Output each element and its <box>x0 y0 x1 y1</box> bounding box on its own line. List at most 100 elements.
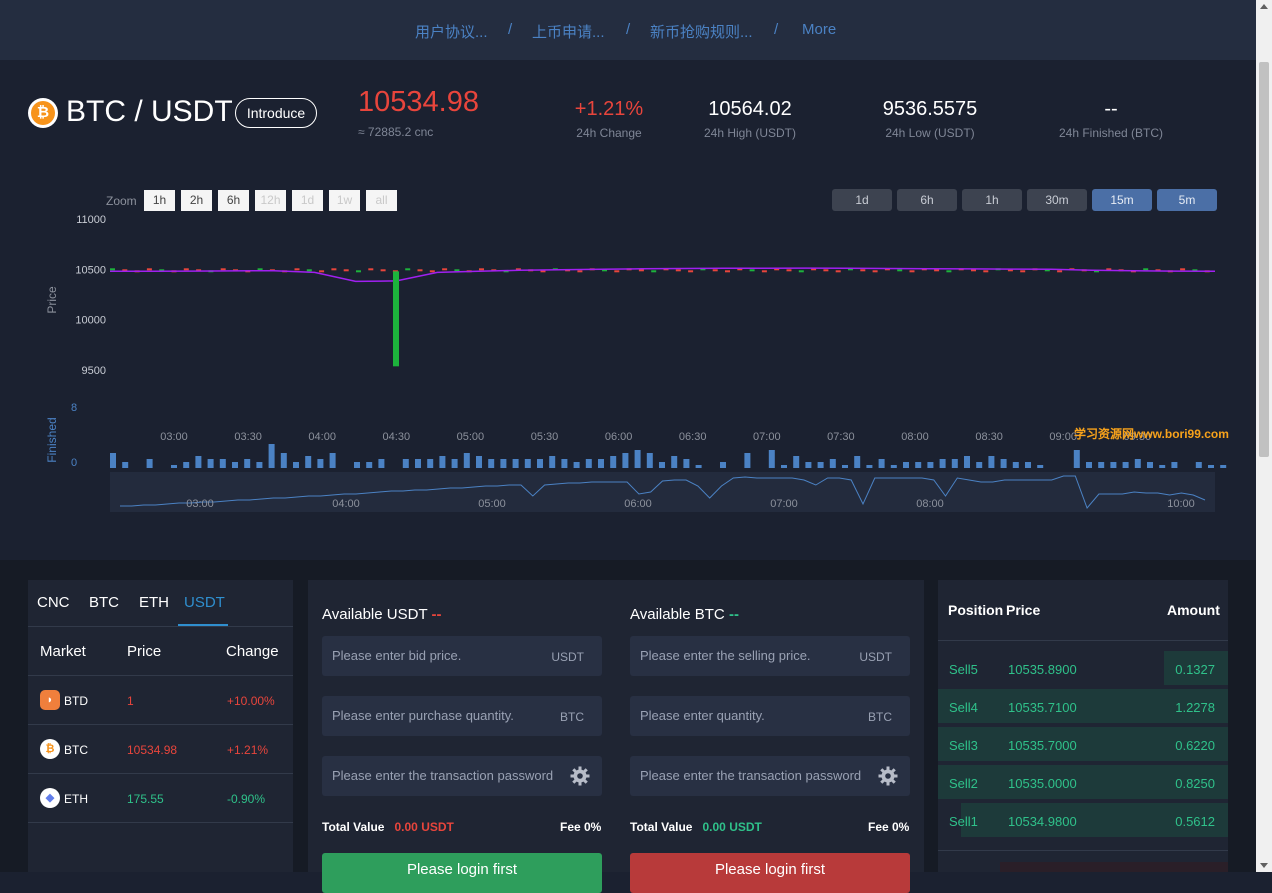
sell-quantity-unit: BTC <box>868 710 892 724</box>
y-axis: 11000 10500 10000 9500 <box>75 214 106 377</box>
sell-price-input[interactable]: Please enter the selling price. USDT <box>630 636 910 676</box>
zoom-2h-button[interactable]: 2h <box>181 190 212 211</box>
market-row-name[interactable]: ETH <box>64 792 88 806</box>
candle <box>577 270 583 273</box>
period-30m-button[interactable]: 30m <box>1027 189 1087 211</box>
nav-link-more[interactable]: More <box>802 21 837 38</box>
period-5m-button[interactable]: 5m <box>1157 189 1217 211</box>
page-scrollbar[interactable] <box>1256 0 1272 872</box>
bid-price-input[interactable]: Please enter bid price. USDT <box>322 636 602 676</box>
x-tick-label: 06:30 <box>679 431 707 443</box>
candle <box>651 270 657 273</box>
navigator[interactable] <box>110 472 1215 512</box>
sell-total: Total Value 0.00 USDT <box>630 820 762 834</box>
scroll-up-icon[interactable] <box>1260 4 1268 9</box>
x-axis: 03:00 03:30 04:00 04:30 05:00 05:30 06:00 06:30… <box>160 431 1151 443</box>
introduce-button[interactable]: Introduce <box>235 98 317 128</box>
orderbook-row[interactable]: Sell1 10534.9800 0.5612 <box>938 803 1228 837</box>
orderbook-row[interactable]: Sell2 10535.0000 0.8250 <box>938 765 1228 799</box>
candle <box>725 270 730 273</box>
sell-available-label: Available BTC <box>630 606 725 623</box>
zoom-6h-button[interactable]: 6h <box>218 190 249 211</box>
volume-bar <box>1037 465 1044 468</box>
candle <box>368 268 374 271</box>
period-1h-button[interactable]: 1h <box>962 189 1022 211</box>
nav-link-new-coin-rules[interactable]: 新币抢购规则... <box>650 24 753 41</box>
volume-bar <box>146 459 153 468</box>
price-line <box>110 267 1216 283</box>
market-row-name[interactable]: BTD <box>64 694 88 708</box>
volume-bar <box>951 459 958 468</box>
navigator-tick-label: 08:00 <box>916 498 944 510</box>
x-tick-label: 05:00 <box>457 431 485 443</box>
candle <box>220 268 226 271</box>
tab-cnc[interactable]: CNC <box>37 594 70 611</box>
volume-bars <box>110 444 1227 468</box>
volume-bar <box>439 456 446 468</box>
price-chart[interactable]: 11000 10500 10000 9500 Price Finished 8 0 0… <box>0 210 1256 520</box>
candle <box>356 270 361 273</box>
x-tick-label: 04:30 <box>383 431 411 443</box>
zoom-1d-button[interactable]: 1d <box>292 190 323 211</box>
volume-axis-label: Finished <box>45 417 59 462</box>
zoom-all-button[interactable]: all <box>366 190 397 211</box>
volume-bar <box>927 462 934 468</box>
buy-available-label: Available USDT <box>322 606 428 623</box>
volume-bar <box>939 459 946 468</box>
scrollbar-thumb[interactable] <box>1259 62 1269 457</box>
y-tick-label: 10500 <box>75 264 106 276</box>
period-1d-button[interactable]: 1d <box>832 189 892 211</box>
orderbook-row[interactable]: Sell4 10535.7100 1.2278 <box>938 689 1228 723</box>
tab-btc[interactable]: BTC <box>89 594 119 611</box>
orderbook-row[interactable]: Sell3 10535.7000 0.6220 <box>938 727 1228 761</box>
top-nav: 用户协议... / 上币申请... / 新币抢购规则... / More <box>0 0 1256 60</box>
gear-icon[interactable] <box>570 766 590 786</box>
nav-link-listing-application[interactable]: 上币申请... <box>532 24 605 41</box>
volume-bar <box>537 459 543 468</box>
volume-bar <box>476 456 482 468</box>
tab-usdt[interactable]: USDT <box>184 594 225 611</box>
volume-bar <box>293 462 299 468</box>
watermark-text: 学习资源网www.bori99.com <box>1074 427 1229 441</box>
navigator-tick-label: 10:00 <box>1167 498 1195 510</box>
btc-icon-glyph: ₿ <box>31 101 55 125</box>
zoom-12h-button[interactable]: 12h <box>255 190 286 211</box>
navigator-tick-label: 05:00 <box>478 498 506 510</box>
volume-bar <box>720 462 726 468</box>
nav-link-user-agreement[interactable]: 用户协议... <box>415 24 488 41</box>
stat-value: +1.21% <box>574 98 644 120</box>
zoom-1h-button[interactable]: 1h <box>144 190 175 211</box>
active-tab-indicator <box>178 624 228 626</box>
volume-bar <box>903 462 909 468</box>
sell-password-input[interactable]: Please enter the transaction password <box>630 756 910 796</box>
scroll-down-icon[interactable] <box>1260 863 1268 868</box>
period-6h-button[interactable]: 6h <box>897 189 957 211</box>
stat-label: 24h Finished (BTC) <box>1058 126 1164 140</box>
sell-quantity-input[interactable]: Please enter quantity. BTC <box>630 696 910 736</box>
buy-password-input[interactable]: Please enter the transaction password <box>322 756 602 796</box>
gear-icon[interactable] <box>878 766 898 786</box>
volume-bar <box>183 462 190 468</box>
zoom-1w-button[interactable]: 1w <box>329 190 360 211</box>
orderbook-position: Sell2 <box>949 776 978 791</box>
x-tick-label: 06:00 <box>605 431 633 443</box>
divider <box>938 640 1228 641</box>
market-row-name[interactable]: BTC <box>64 743 88 757</box>
x-tick-label: 07:30 <box>827 431 855 443</box>
sell-login-button[interactable]: Please login first <box>630 853 910 893</box>
candle <box>872 270 878 273</box>
stat-value: -- <box>1104 98 1118 120</box>
buy-quantity-input[interactable]: Please enter purchase quantity. BTC <box>322 696 602 736</box>
candle <box>1106 268 1112 271</box>
tab-eth[interactable]: ETH <box>139 594 169 611</box>
navigator-tick-label: 04:00 <box>332 498 360 510</box>
period-15m-button[interactable]: 15m <box>1092 189 1152 211</box>
volume-bar <box>1208 465 1214 468</box>
candle <box>934 269 940 272</box>
cny-approx-price: ≈ 72885.2 cnc <box>358 125 434 139</box>
volume-bar <box>268 444 275 468</box>
candle <box>1143 268 1149 271</box>
orderbook-row[interactable]: Sell5 10535.8900 0.1327 <box>938 651 1228 685</box>
divider <box>28 822 293 823</box>
buy-login-button[interactable]: Please login first <box>322 853 602 893</box>
